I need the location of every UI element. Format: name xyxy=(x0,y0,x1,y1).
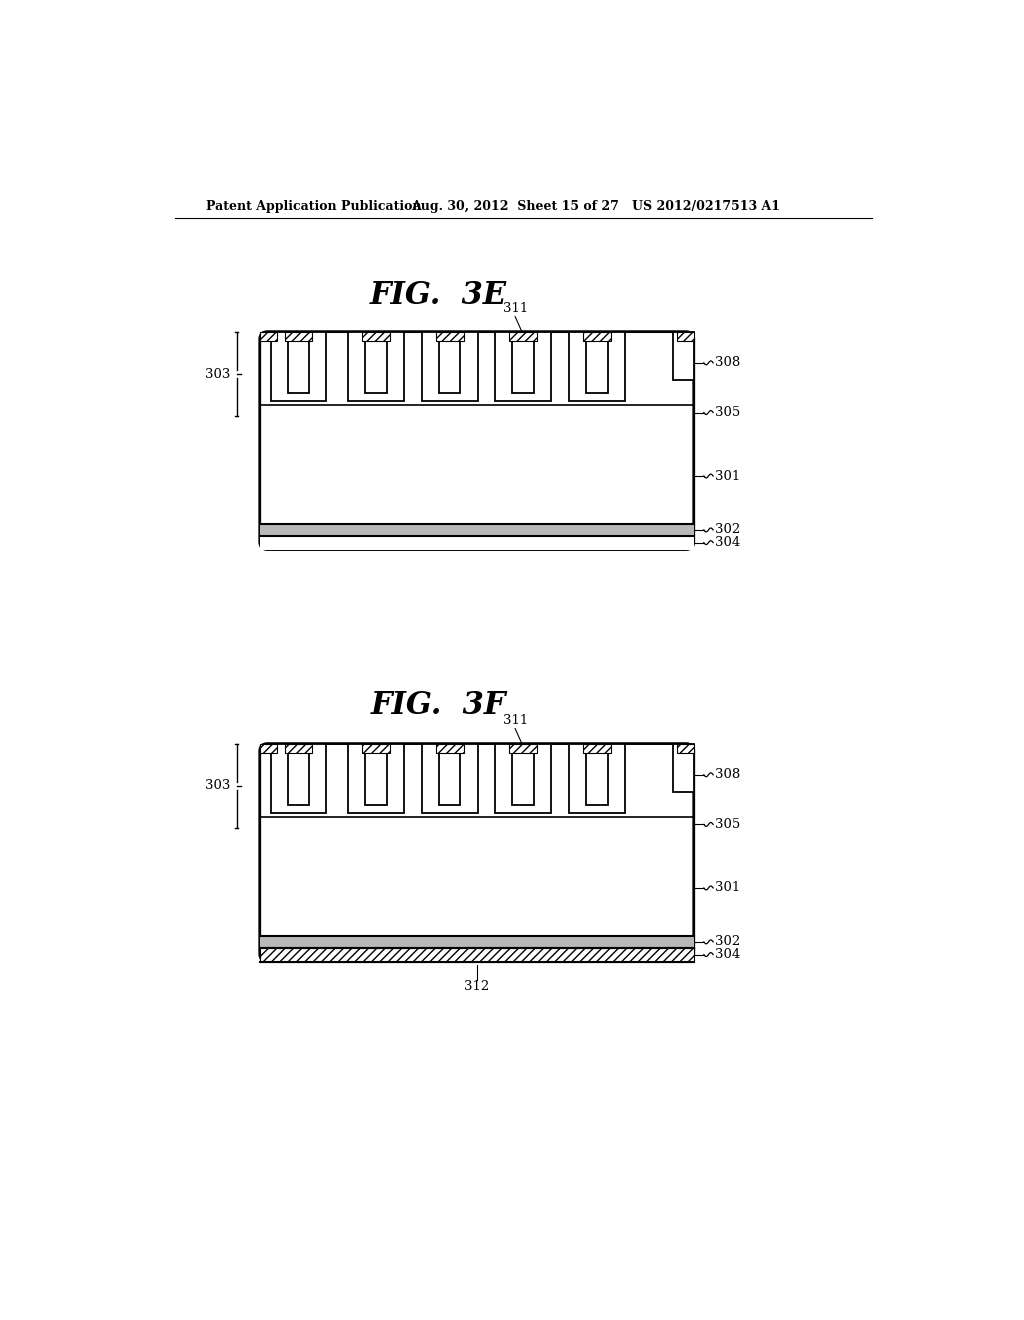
Text: 304: 304 xyxy=(715,536,740,549)
Text: FIG.  3E: FIG. 3E xyxy=(370,280,507,312)
Text: 311: 311 xyxy=(503,714,528,727)
Bar xyxy=(260,536,693,549)
Text: 305: 305 xyxy=(715,407,740,418)
Text: 302: 302 xyxy=(715,524,740,536)
Bar xyxy=(677,743,693,752)
Bar xyxy=(509,331,538,341)
Bar xyxy=(509,743,538,752)
Text: 302: 302 xyxy=(715,936,740,948)
Bar xyxy=(435,743,464,752)
Bar xyxy=(366,752,387,805)
Text: 301: 301 xyxy=(715,882,740,895)
Bar xyxy=(288,752,309,805)
Bar xyxy=(583,743,611,752)
Bar xyxy=(438,341,461,393)
Bar xyxy=(677,331,693,341)
Text: 305: 305 xyxy=(715,818,740,832)
Text: Patent Application Publication: Patent Application Publication xyxy=(206,199,421,213)
Bar xyxy=(512,341,535,393)
Text: 308: 308 xyxy=(715,356,740,370)
Text: 304: 304 xyxy=(715,948,740,961)
Bar xyxy=(270,743,327,813)
Text: 312: 312 xyxy=(464,979,489,993)
Text: Aug. 30, 2012  Sheet 15 of 27: Aug. 30, 2012 Sheet 15 of 27 xyxy=(411,199,618,213)
Bar xyxy=(260,743,276,752)
Bar xyxy=(583,331,611,341)
Bar xyxy=(422,331,477,401)
Text: 303: 303 xyxy=(205,367,230,380)
Bar xyxy=(569,331,625,401)
Bar xyxy=(586,341,607,393)
Bar xyxy=(496,743,551,813)
Text: FIG.  3F: FIG. 3F xyxy=(371,689,506,721)
Bar xyxy=(422,743,477,813)
Bar xyxy=(496,331,551,401)
Bar xyxy=(438,752,461,805)
Bar xyxy=(362,331,390,341)
Text: 311: 311 xyxy=(503,302,528,315)
Text: 308: 308 xyxy=(715,768,740,781)
Bar xyxy=(673,331,693,380)
Bar xyxy=(586,752,607,805)
Bar xyxy=(285,331,312,341)
Bar xyxy=(348,331,403,401)
Bar xyxy=(435,331,464,341)
Bar xyxy=(260,936,693,948)
Bar xyxy=(673,743,693,792)
Text: US 2012/0217513 A1: US 2012/0217513 A1 xyxy=(632,199,779,213)
Text: 303: 303 xyxy=(205,779,230,792)
Bar xyxy=(260,948,693,961)
Bar xyxy=(362,743,390,752)
Text: 301: 301 xyxy=(715,470,740,483)
Bar xyxy=(260,331,276,341)
FancyBboxPatch shape xyxy=(260,331,693,549)
FancyBboxPatch shape xyxy=(260,743,693,961)
Bar xyxy=(260,948,693,961)
Bar xyxy=(366,341,387,393)
Bar xyxy=(270,331,327,401)
Bar xyxy=(285,743,312,752)
Bar xyxy=(288,341,309,393)
Bar xyxy=(569,743,625,813)
Bar xyxy=(512,752,535,805)
Bar xyxy=(348,743,403,813)
Bar xyxy=(260,524,693,536)
